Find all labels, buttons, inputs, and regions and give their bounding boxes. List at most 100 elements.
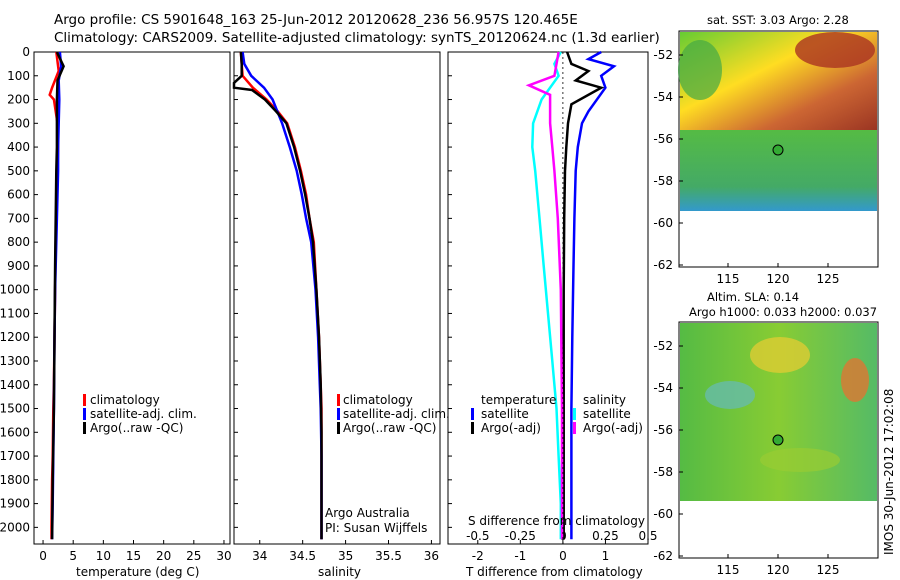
series-line-satellite	[570, 50, 617, 540]
x-tick-label: 0	[559, 549, 567, 563]
lon-tick-label: 115	[717, 272, 740, 286]
legend-climatology-label: climatology	[90, 393, 160, 407]
depth-tick-label: 0	[22, 45, 30, 59]
sla-argo-location-marker	[772, 434, 784, 446]
lon-tick-label: 125	[817, 272, 840, 286]
salinity-x-axis: 34 34.5 35 35.5 36	[252, 540, 439, 563]
sst-map: -52 -54 -56 -58 -60 -62 115 120 125	[653, 30, 879, 286]
s-tick-label: -0.25	[505, 529, 536, 543]
s-tick-label: 0.5	[638, 529, 657, 543]
lat-tick-label: -52	[653, 339, 673, 353]
salinity-lines	[232, 51, 323, 540]
lat-tick-label: -56	[653, 132, 673, 146]
legend-satellite-swatch	[337, 408, 340, 420]
depth-tick-label: 1900	[0, 497, 30, 511]
credit-line1: Argo Australia	[325, 506, 410, 520]
lon-tick-label: 120	[767, 272, 790, 286]
depth-tick-label: 700	[7, 211, 30, 225]
difference-top-label: S difference from climatology	[468, 514, 645, 528]
difference-legend: temperature salinity satellite Argo(-adj…	[471, 393, 643, 435]
lat-tick-label: -54	[653, 381, 673, 395]
lat-tick-label: -56	[653, 423, 673, 437]
legend-argo-swatch	[83, 422, 86, 434]
x-tick-label: 25	[186, 549, 201, 563]
x-tick-label: 30	[216, 549, 231, 563]
legend-s-satellite-swatch	[573, 408, 576, 420]
series-line-argo	[232, 51, 323, 540]
depth-tick-label: 1000	[0, 283, 30, 297]
legend-t-argo-label: Argo(-adj)	[481, 421, 541, 435]
depth-tick-label: 1600	[0, 425, 30, 439]
x-tick-label: 10	[96, 549, 111, 563]
x-tick-label: -1	[514, 549, 526, 563]
difference-panel-frame	[447, 51, 649, 545]
depth-tick-label: 500	[7, 164, 30, 178]
legend-t-satellite-swatch	[471, 408, 474, 420]
temperature-depth-axis: 0 100 200 300 400 500 600 700 800 900 1000 1100 1200…	[0, 45, 452, 534]
series-line-argo	[50, 51, 65, 540]
x-tick-label: 15	[126, 549, 141, 563]
difference-x-axis: -2 -1 0 1	[472, 540, 609, 563]
depth-tick-label: 1400	[0, 378, 30, 392]
depth-tick-label: 100	[7, 69, 30, 83]
difference-lines	[525, 50, 617, 540]
sla-map-title-line2: Argo h1000: 0.033 h2000: 0.037	[689, 305, 877, 319]
sla-mid-patch	[760, 448, 840, 472]
series-line-satellite	[241, 51, 323, 540]
sla-peak-patch	[841, 358, 869, 402]
depth-tick-label: 300	[7, 116, 30, 130]
series-line-argo	[562, 51, 605, 540]
sst-argo-location-marker	[772, 144, 784, 156]
legend-climatology-swatch	[83, 394, 86, 406]
depth-tick-label: 1700	[0, 449, 30, 463]
legend-satellite-swatch	[83, 408, 86, 420]
sla-map-axes: -52 -54 -56 -58 -60 -62 115 120 125	[653, 339, 839, 577]
series-line-sat_salinity	[531, 51, 563, 540]
salinity-x-label: salinity	[318, 565, 361, 579]
legend-satellite-label: satellite-adj. clim.	[343, 407, 450, 421]
x-tick-label: 36	[424, 549, 439, 563]
lat-tick-label: -52	[653, 48, 673, 62]
legend-s-argo-label: Argo(-adj)	[583, 421, 643, 435]
lat-tick-label: -58	[653, 174, 673, 188]
salinity-legend: climatology satellite-adj. clim. Argo(..…	[325, 393, 450, 535]
legend-t-satellite-label: satellite	[481, 407, 529, 421]
legend-s-argo-swatch	[573, 422, 576, 434]
series-line-argo_salinity	[525, 51, 564, 540]
sst-map-axes: -52 -54 -56 -58 -60 -62 115 120 125	[653, 48, 839, 286]
x-tick-label: 0	[39, 549, 47, 563]
temperature-panel-frame	[33, 51, 231, 545]
depth-tick-label: 1300	[0, 354, 30, 368]
depth-tick-label: 200	[7, 93, 30, 107]
x-tick-label: 34	[252, 549, 267, 563]
legend-s-satellite-label: satellite	[583, 407, 631, 421]
salinity-panel-frame	[233, 51, 441, 545]
sst-green-patch	[678, 40, 722, 100]
x-tick-label: 5	[69, 549, 77, 563]
x-tick-label: 35.5	[375, 549, 402, 563]
depth-tick-label: 2000	[0, 520, 30, 534]
sst-cool-field	[680, 130, 877, 211]
legend-argo-label: Argo(..raw -QC)	[343, 421, 436, 435]
x-tick-label: -2	[472, 549, 484, 563]
legend-argo-swatch	[337, 422, 340, 434]
legend-temperature-header: temperature	[481, 393, 556, 407]
x-tick-label: 35	[338, 549, 353, 563]
temperature-x-axis: 0 5 10 15 20 25 30	[39, 540, 232, 563]
legend-argo-label: Argo(..raw -QC)	[90, 421, 183, 435]
depth-tick-label: 900	[7, 259, 30, 273]
lat-tick-label: -62	[653, 549, 673, 563]
x-tick-label: 34.5	[289, 549, 316, 563]
s-tick-label: 0.25	[592, 529, 619, 543]
series-line-climatology	[239, 51, 323, 540]
footer-timestamp: IMOS 30-Jun-2012 17:02:08	[882, 389, 896, 555]
temperature-lines	[48, 51, 65, 540]
legend-climatology-swatch	[337, 394, 340, 406]
legend-satellite-label: satellite-adj. clim.	[90, 407, 197, 421]
s-tick-label: -0.5	[466, 529, 489, 543]
depth-tick-label: 1200	[0, 330, 30, 344]
legend-salinity-header: salinity	[583, 393, 626, 407]
depth-tick-label: 1500	[0, 402, 30, 416]
credit-line2: PI: Susan Wijffels	[325, 521, 427, 535]
